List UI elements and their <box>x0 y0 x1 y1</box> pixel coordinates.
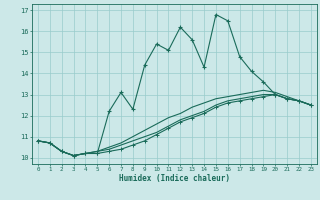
X-axis label: Humidex (Indice chaleur): Humidex (Indice chaleur) <box>119 174 230 183</box>
